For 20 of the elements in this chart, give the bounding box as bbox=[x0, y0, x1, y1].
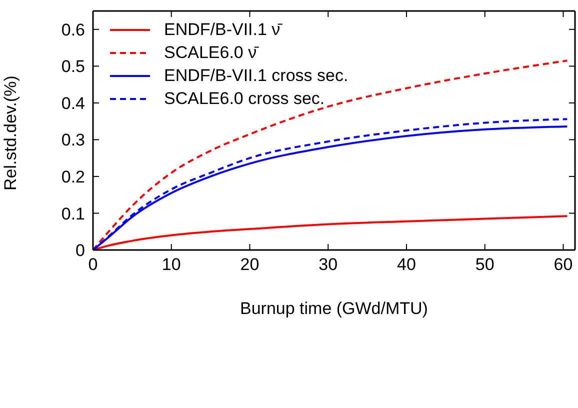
y-tick-label: 0 bbox=[76, 241, 85, 260]
y-tick-label: 0.5 bbox=[61, 57, 85, 76]
legend-label: SCALE6.0 ν̄ bbox=[164, 42, 257, 64]
legend-label: ENDF/B-VII.1 cross sec. bbox=[164, 65, 348, 87]
y-tick-label: 0.2 bbox=[61, 167, 85, 186]
x-tick-label: 20 bbox=[240, 255, 260, 274]
y-tick-label: 0.1 bbox=[61, 204, 85, 224]
y-tick-label: 0.3 bbox=[61, 130, 85, 150]
legend-label: ENDF/B-VII.1 ν̄ bbox=[164, 19, 280, 41]
y-tick-label: 0.6 bbox=[61, 20, 85, 40]
x-tick-label: 0 bbox=[88, 255, 98, 274]
legend-label: SCALE6.0 cross sec. bbox=[164, 88, 325, 110]
y-tick-label: 0.4 bbox=[61, 94, 85, 113]
x-tick-label: 60 bbox=[554, 255, 573, 274]
x-tick-label: 10 bbox=[162, 255, 181, 274]
x-axis-title: Burnup time (GWd/MTU) bbox=[240, 299, 428, 318]
x-tick-label: 30 bbox=[318, 255, 338, 274]
x-tick-label: 50 bbox=[475, 255, 494, 274]
y-axis-title: Rel.std.dev.(%) bbox=[1, 76, 20, 190]
x-tick-label: 40 bbox=[397, 255, 416, 274]
